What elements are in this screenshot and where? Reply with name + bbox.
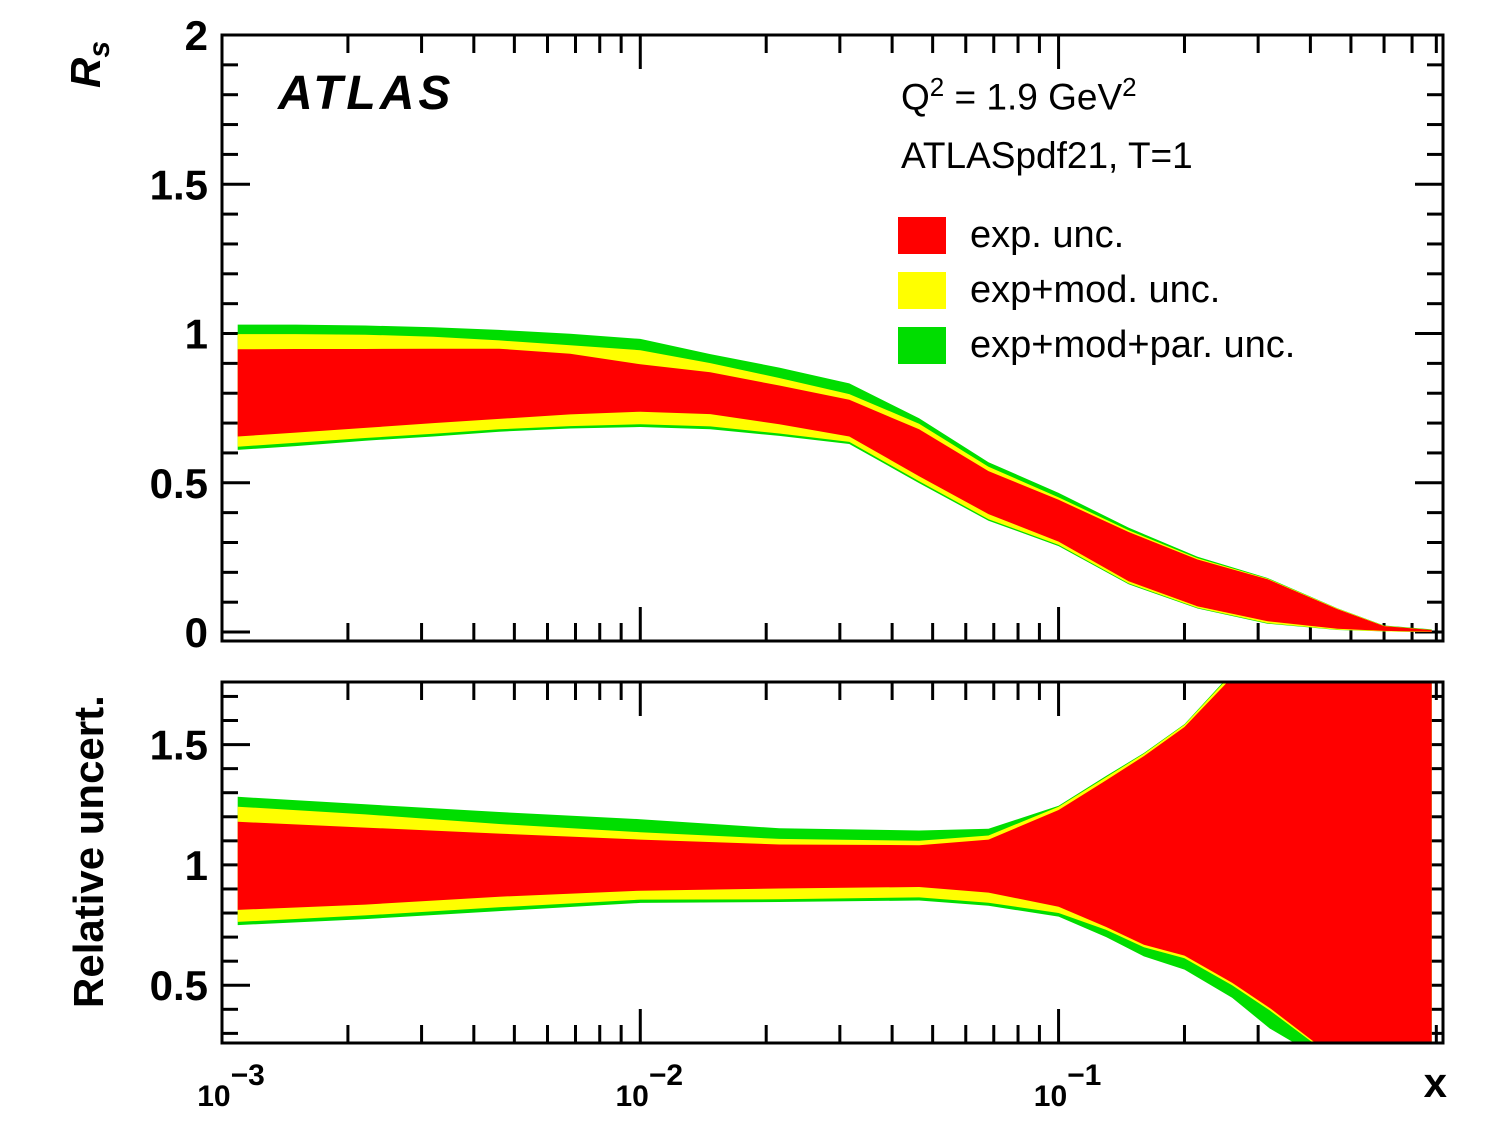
y-tick-label-relative-uncertainty: 1 [185,842,208,889]
q2-value: = 1.9 GeV [944,76,1123,118]
panel-frame-relative-uncertainty [220,680,1445,1045]
atlas-label: ATLAS [278,67,455,120]
y-tick-label-rs: 1.5 [150,161,208,208]
legend-row-exp: exp. unc. [898,208,1295,263]
y-tick-label-relative-uncertainty: 0.5 [150,962,208,1009]
bands-relative-uncertainty [237,682,1432,1043]
panels: 0 0.5 1 1.5 2 0.5 1 1.5 10−3 10−2 10−1 [150,12,1445,1113]
x-tick-label: 10−3 [197,1059,265,1113]
legend: exp. unc. exp+mod. unc. exp+mod+par. unc… [898,208,1295,373]
legend-swatch-yellow-icon [898,272,946,309]
bands-rs [237,324,1432,632]
y-tick-label-rs: 0.5 [150,460,208,507]
legend-row-exp-mod: exp+mod. unc. [898,263,1295,318]
legend-label-exp-mod-par: exp+mod+par. unc. [970,324,1296,366]
panel-frame-rs [220,33,1445,643]
legend-label-exp-mod: exp+mod. unc. [970,269,1221,311]
legend-swatch-red-icon [898,217,946,254]
panel-rs: 0 0.5 1 1.5 2 [150,12,1445,656]
y-axis-title-relative-uncert: Relative uncert. [65,695,112,1008]
panel-relative-uncertainty: 0.5 1 1.5 10−3 10−2 10−1 [150,680,1445,1113]
x-tick-label: 10−2 [615,1059,683,1113]
band-relative-uncertainty-exp-unc- [237,682,1432,1043]
band-rs-exp-unc- [237,348,1432,632]
legend-row-exp-mod-par: exp+mod+par. unc. [898,318,1295,373]
q2-annotation: Q2 = 1.9 GeV2 [901,72,1137,118]
q2-base: Q [901,76,930,118]
x-tick-label: 10−1 [1034,1059,1102,1113]
pdf-set-label: ATLASpdf21, T=1 [901,135,1193,176]
legend-label-exp: exp. unc. [970,214,1125,256]
legend-swatch-green-icon [898,327,946,364]
y-tick-label-rs: 2 [185,12,208,59]
gev-exponent: 2 [1122,72,1137,102]
y-tick-label-rs: 0 [185,609,208,656]
q2-exponent: 2 [929,72,945,102]
y-axis-title-rs: Rs [62,41,116,88]
y-tick-label-rs: 1 [185,311,208,358]
x-axis-title: x [1424,1059,1448,1106]
y-tick-label-relative-uncertainty: 1.5 [150,722,208,769]
